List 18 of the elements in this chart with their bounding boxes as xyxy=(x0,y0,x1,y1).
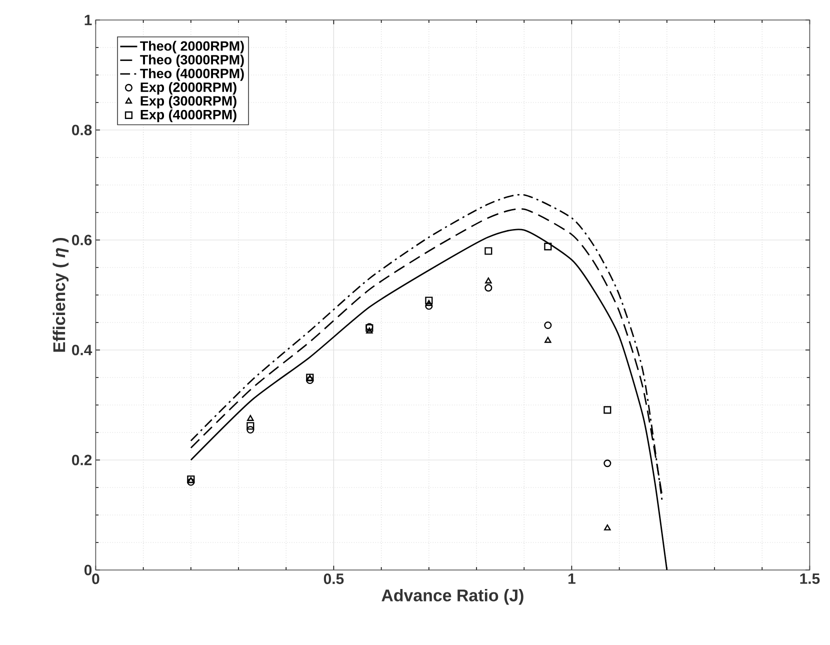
legend-label: Exp (3000RPM) xyxy=(140,96,236,108)
legend-label: Exp (2000RPM) xyxy=(140,82,236,95)
x-axis-title: Advance Ratio (J) xyxy=(382,588,524,605)
legend-label: Exp (4000RPM) xyxy=(140,110,236,122)
x-tick-label: 0.5 xyxy=(324,574,344,584)
y-tick-label: 0 xyxy=(84,564,92,576)
y-tick-label: 0.4 xyxy=(72,344,92,356)
y-tick-label: 0.6 xyxy=(72,234,92,246)
y-tick-label: 1 xyxy=(84,14,92,26)
x-tick-label: 1 xyxy=(568,574,576,584)
legend-label: Theo( 2000RPM) xyxy=(140,40,244,54)
y-axis-title: Efficiency ( η ) xyxy=(52,238,69,352)
x-tick-label: 0 xyxy=(92,574,100,584)
legend-label: Theo (3000RPM) xyxy=(140,54,244,68)
legend-label: Theo (4000RPM) xyxy=(140,68,244,81)
x-tick-label: 1.5 xyxy=(800,574,820,584)
y-tick-label: 0.8 xyxy=(72,124,92,136)
y-tick-label: 0.2 xyxy=(72,454,92,466)
